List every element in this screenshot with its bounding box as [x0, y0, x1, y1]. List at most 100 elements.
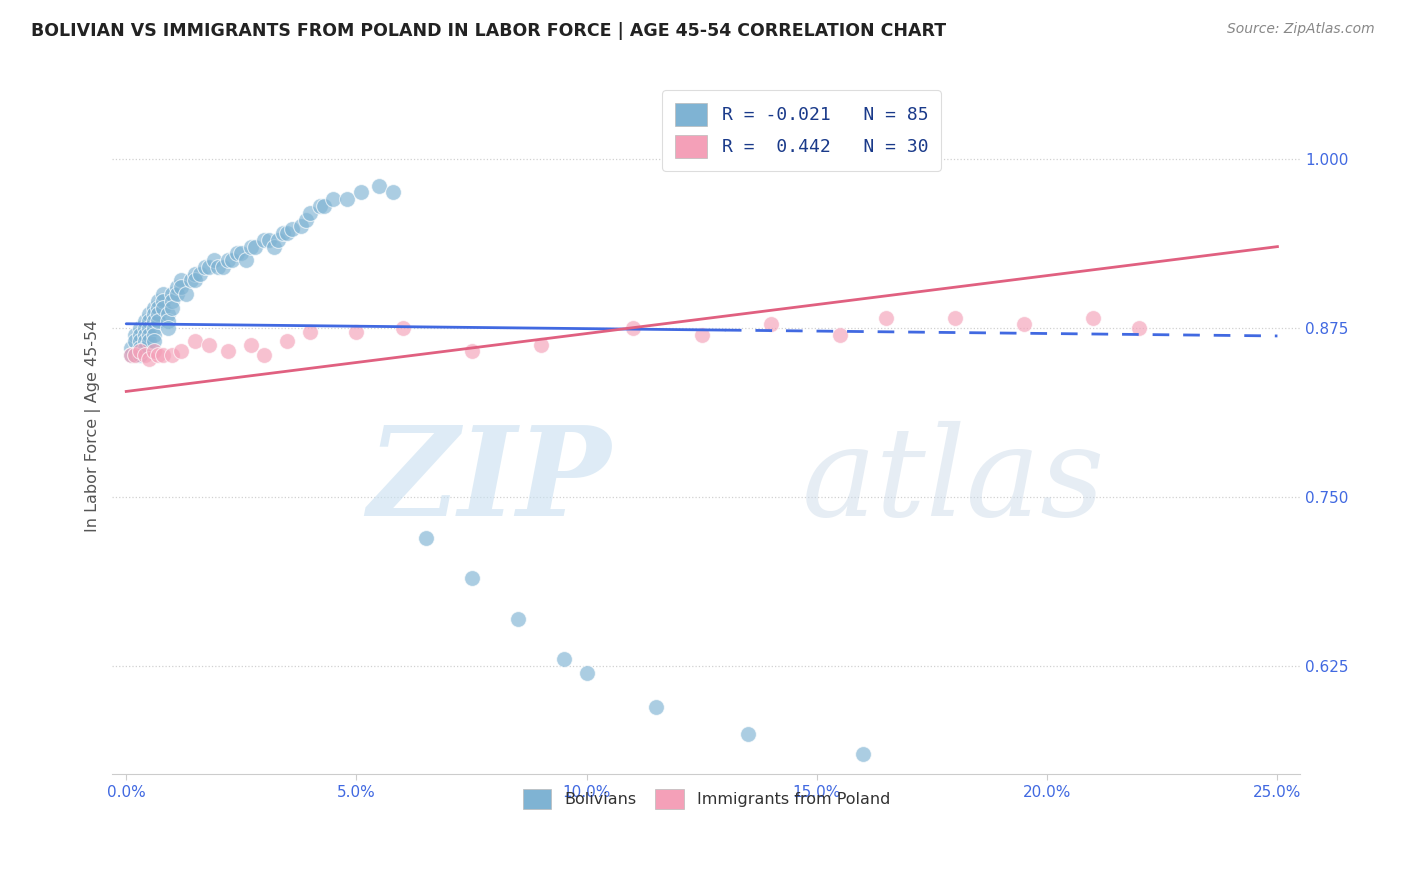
Point	[138, 321, 160, 335]
Point	[231, 246, 253, 260]
Point	[138, 351, 160, 366]
Point	[621, 321, 644, 335]
Point	[142, 314, 165, 328]
Point	[221, 253, 243, 268]
Point	[129, 327, 152, 342]
Point	[207, 260, 229, 274]
Point	[148, 314, 170, 328]
Point	[575, 665, 598, 680]
Point	[290, 219, 312, 234]
Point	[184, 267, 207, 281]
Point	[253, 233, 276, 247]
Point	[336, 192, 359, 206]
Point	[368, 178, 391, 193]
Point	[295, 212, 318, 227]
Legend: Bolivians, Immigrants from Poland: Bolivians, Immigrants from Poland	[516, 783, 897, 815]
Point	[162, 348, 184, 362]
Point	[852, 747, 875, 761]
Point	[134, 314, 156, 328]
Point	[120, 348, 142, 362]
Point	[350, 186, 373, 200]
Point	[129, 348, 152, 362]
Point	[506, 612, 529, 626]
Point	[174, 287, 197, 301]
Point	[124, 327, 146, 342]
Point	[162, 301, 184, 315]
Point	[170, 273, 193, 287]
Point	[166, 287, 188, 301]
Text: Source: ZipAtlas.com: Source: ZipAtlas.com	[1227, 22, 1375, 37]
Point	[166, 280, 188, 294]
Point	[152, 301, 174, 315]
Point	[180, 273, 202, 287]
Point	[198, 260, 221, 274]
Point	[828, 327, 851, 342]
Point	[267, 233, 290, 247]
Point	[193, 260, 215, 274]
Point	[737, 727, 759, 741]
Point	[217, 343, 239, 358]
Point	[142, 321, 165, 335]
Point	[152, 348, 174, 362]
Point	[138, 327, 160, 342]
Point	[142, 301, 165, 315]
Point	[152, 287, 174, 301]
Point	[138, 334, 160, 349]
Point	[142, 307, 165, 321]
Point	[198, 338, 221, 352]
Point	[217, 253, 239, 268]
Text: atlas: atlas	[801, 421, 1105, 542]
Point	[875, 311, 897, 326]
Point	[263, 239, 285, 253]
Point	[138, 314, 160, 328]
Point	[346, 325, 368, 339]
Point	[170, 343, 193, 358]
Point	[152, 293, 174, 308]
Point	[124, 334, 146, 349]
Point	[120, 341, 142, 355]
Point	[391, 321, 413, 335]
Point	[129, 343, 152, 358]
Point	[322, 192, 344, 206]
Point	[271, 226, 294, 240]
Point	[148, 301, 170, 315]
Point	[253, 348, 276, 362]
Point	[156, 321, 179, 335]
Point	[212, 260, 235, 274]
Point	[156, 307, 179, 321]
Point	[460, 343, 482, 358]
Point	[530, 338, 553, 352]
Point	[943, 311, 966, 326]
Point	[148, 293, 170, 308]
Point	[281, 222, 304, 236]
Point	[759, 317, 782, 331]
Point	[184, 334, 207, 349]
Point	[162, 287, 184, 301]
Point	[299, 325, 322, 339]
Point	[129, 341, 152, 355]
Point	[239, 338, 262, 352]
Point	[644, 699, 666, 714]
Point	[276, 226, 298, 240]
Point	[184, 273, 207, 287]
Point	[124, 348, 146, 362]
Point	[120, 348, 142, 362]
Point	[156, 314, 179, 328]
Point	[148, 307, 170, 321]
Point	[553, 652, 575, 666]
Point	[314, 199, 336, 213]
Point	[235, 253, 257, 268]
Point	[460, 571, 482, 585]
Point	[1012, 317, 1035, 331]
Text: ZIP: ZIP	[367, 421, 612, 542]
Point	[142, 327, 165, 342]
Point	[134, 327, 156, 342]
Point	[690, 327, 713, 342]
Point	[142, 334, 165, 349]
Point	[162, 293, 184, 308]
Point	[134, 341, 156, 355]
Point	[202, 253, 225, 268]
Point	[1128, 321, 1150, 335]
Point	[382, 186, 405, 200]
Point	[308, 199, 330, 213]
